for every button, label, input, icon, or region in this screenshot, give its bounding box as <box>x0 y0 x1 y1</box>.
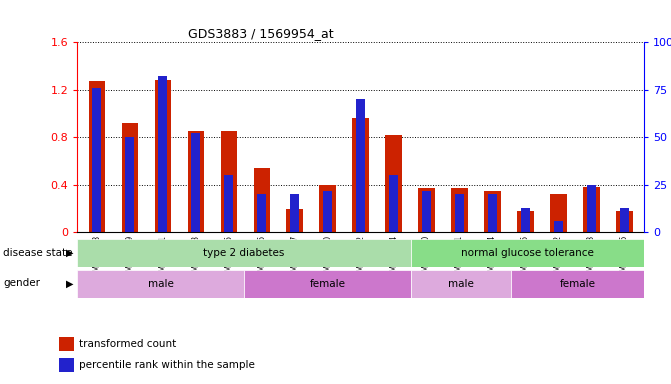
Bar <box>356 99 365 232</box>
Text: disease state: disease state <box>3 248 73 258</box>
Bar <box>422 190 431 232</box>
Bar <box>77 270 244 298</box>
Text: female: female <box>309 279 346 289</box>
Text: transformed count: transformed count <box>79 339 176 349</box>
Bar <box>254 168 270 232</box>
Bar <box>290 194 299 232</box>
Text: male: male <box>148 279 174 289</box>
Text: male: male <box>448 279 474 289</box>
Bar <box>389 175 398 232</box>
Bar <box>224 175 234 232</box>
Bar <box>616 211 633 232</box>
Bar <box>221 131 237 232</box>
Bar <box>158 76 167 232</box>
Bar <box>620 208 629 232</box>
Bar <box>287 209 303 232</box>
Bar <box>93 88 101 232</box>
Bar <box>323 190 332 232</box>
Bar <box>121 123 138 232</box>
Bar <box>550 194 567 232</box>
Text: ▶: ▶ <box>66 248 73 258</box>
Text: type 2 diabetes: type 2 diabetes <box>203 248 285 258</box>
Text: GDS3883 / 1569954_at: GDS3883 / 1569954_at <box>188 27 333 40</box>
Bar <box>484 191 501 232</box>
Bar <box>418 189 435 232</box>
Bar <box>583 187 600 232</box>
Bar <box>59 337 74 351</box>
Text: ▶: ▶ <box>66 278 73 288</box>
Text: gender: gender <box>3 278 40 288</box>
Bar <box>554 221 563 232</box>
Bar <box>188 131 204 232</box>
Bar <box>385 135 402 232</box>
Bar <box>511 270 644 298</box>
Bar <box>257 194 266 232</box>
Bar <box>411 270 511 298</box>
Bar <box>319 185 336 232</box>
Bar <box>77 239 411 267</box>
Bar <box>517 211 533 232</box>
Text: percentile rank within the sample: percentile rank within the sample <box>79 360 255 370</box>
Bar <box>455 194 464 232</box>
Bar <box>244 270 411 298</box>
Bar <box>521 208 530 232</box>
Bar <box>154 80 171 232</box>
Bar <box>125 137 134 232</box>
Bar <box>59 358 74 372</box>
Bar <box>488 194 497 232</box>
Bar <box>89 81 105 232</box>
Text: normal glucose tolerance: normal glucose tolerance <box>461 248 594 258</box>
Text: female: female <box>560 279 595 289</box>
Bar <box>587 185 596 232</box>
Bar <box>452 189 468 232</box>
Bar <box>411 239 644 267</box>
Bar <box>191 134 201 232</box>
Bar <box>352 118 369 232</box>
